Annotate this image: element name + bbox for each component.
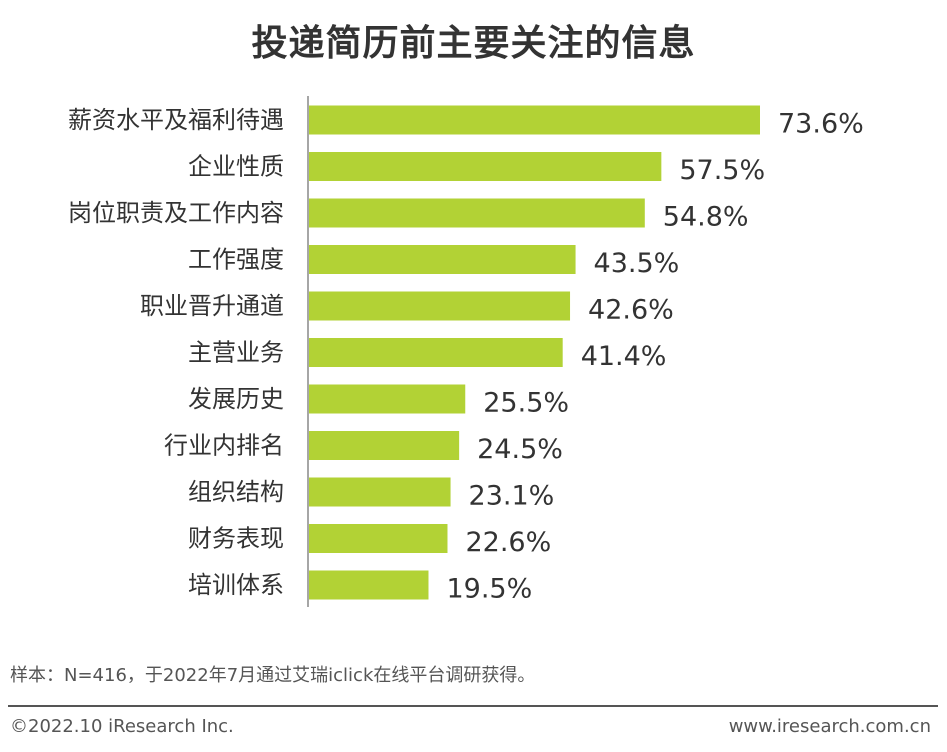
- value-label: 19.5%: [446, 574, 532, 605]
- bar: [309, 570, 429, 600]
- value-label: 22.6%: [465, 527, 551, 558]
- bar: [309, 152, 662, 181]
- value-label: 41.4%: [581, 341, 667, 372]
- value-label: 23.1%: [469, 481, 555, 512]
- bar: [309, 384, 466, 414]
- category-label: 岗位职责及工作内容: [68, 199, 284, 227]
- value-label: 57.5%: [679, 155, 765, 186]
- bar: [309, 105, 760, 135]
- chart-title: 投递简历前主要关注的信息: [251, 23, 696, 64]
- value-label: 24.5%: [477, 434, 563, 465]
- value-label: 43.5%: [594, 248, 680, 279]
- bar: [309, 291, 571, 321]
- category-label: 企业性质: [188, 153, 284, 181]
- category-label: 发展历史: [188, 385, 284, 413]
- sample-note: 样本：N=416，于2022年7月通过艾瑞iclick在线平台调研获得。: [10, 665, 536, 686]
- value-label: 25.5%: [483, 388, 569, 419]
- category-label: 组织结构: [188, 478, 284, 506]
- website-link[interactable]: www.iresearch.com.cn: [728, 716, 931, 737]
- category-label: 财务表现: [188, 525, 284, 553]
- copyright-text: ©2022.10 iResearch Inc.: [10, 716, 234, 737]
- category-label: 职业晋升通道: [140, 292, 284, 320]
- value-label: 73.6%: [778, 109, 864, 140]
- value-label: 54.8%: [663, 202, 749, 233]
- value-label: 42.6%: [588, 295, 674, 326]
- bar: [309, 338, 563, 367]
- category-label: 培训体系: [188, 571, 284, 599]
- bar: [309, 524, 448, 553]
- bar: [309, 198, 645, 228]
- bar: [309, 431, 460, 460]
- bar-chart: 薪资水平及福利待遇企业性质岗位职责及工作内容工作强度职业晋升通道主营业务发展历史…: [68, 96, 864, 607]
- bar: [309, 245, 576, 274]
- category-label: 主营业务: [188, 339, 284, 367]
- category-label: 工作强度: [188, 246, 284, 274]
- category-label: 薪资水平及福利待遇: [68, 106, 284, 134]
- category-label: 行业内排名: [164, 432, 284, 460]
- bar: [309, 477, 451, 507]
- footer-divider: [8, 705, 938, 707]
